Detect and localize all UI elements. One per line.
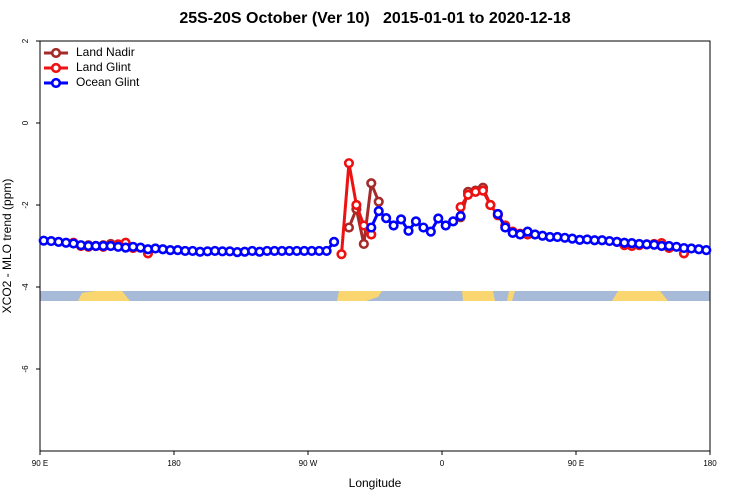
data-point	[403, 225, 414, 236]
legend-label: Land Glint	[76, 60, 131, 74]
data-point	[358, 238, 369, 250]
data-point	[388, 220, 399, 231]
y-tick-label: -4	[21, 283, 30, 291]
data-point	[373, 196, 384, 207]
land-shape	[78, 291, 130, 301]
plot-frame	[39, 40, 711, 452]
land-shape	[462, 291, 495, 301]
legend-label: Ocean Glint	[76, 75, 140, 89]
data-point	[373, 206, 384, 217]
data-point	[343, 158, 355, 169]
land-shape	[507, 291, 515, 301]
land-shape	[612, 291, 668, 301]
legend-label: Land Nadir	[76, 45, 135, 59]
data-point	[410, 216, 422, 227]
data-point	[455, 210, 466, 222]
data-point	[455, 201, 466, 213]
data-point	[351, 199, 362, 211]
data-point	[701, 245, 712, 256]
data-point	[477, 185, 489, 196]
x-tick-label: 180	[167, 459, 181, 468]
data-point	[343, 222, 355, 233]
x-axis-label: Longitude	[349, 476, 402, 490]
x-tick-label: 90 W	[299, 459, 318, 468]
data-point	[433, 213, 444, 224]
y-axis-label: XCO2 - MLO trend (ppm)	[0, 179, 14, 314]
land-shape	[337, 291, 382, 301]
x-tick-label: 0	[440, 459, 445, 468]
data-point	[440, 220, 451, 231]
data-point	[448, 216, 459, 227]
y-tick-label: -2	[21, 201, 30, 209]
data-point	[492, 208, 503, 220]
legend-marker	[50, 47, 62, 59]
y-tick-label: 0	[21, 120, 30, 125]
data-point	[418, 222, 429, 233]
chart-title: 25S-20S October (Ver 10) 2015-01-01 to 2…	[179, 10, 570, 27]
legend-marker	[50, 77, 62, 89]
data-point	[500, 222, 511, 233]
x-tick-label: 90 E	[568, 459, 584, 468]
x-tick-label: 90 E	[32, 459, 48, 468]
data-point	[336, 249, 347, 260]
map-strip	[40, 291, 710, 301]
data-point	[381, 213, 392, 224]
data-point	[328, 236, 340, 247]
data-point	[485, 199, 496, 211]
x-tick-label: 180	[703, 459, 717, 468]
y-tick-label: -6	[21, 365, 30, 373]
data-point	[395, 214, 407, 225]
data-point	[366, 178, 377, 189]
y-tick-label: 2	[21, 38, 30, 43]
data-point	[321, 245, 332, 257]
data-point	[366, 222, 377, 233]
data-point	[425, 226, 436, 237]
legend-marker	[50, 62, 62, 74]
